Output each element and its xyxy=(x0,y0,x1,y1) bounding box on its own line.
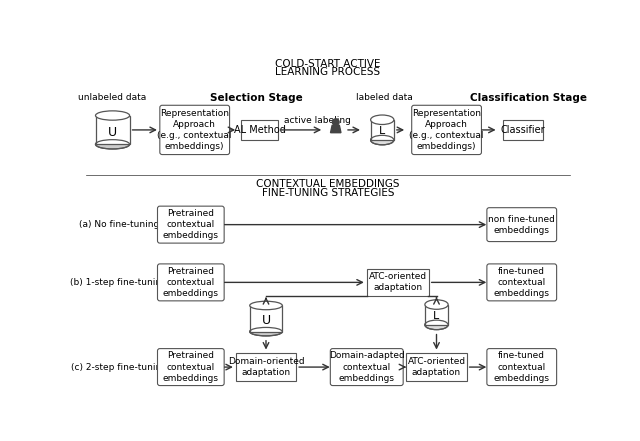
Ellipse shape xyxy=(250,327,282,336)
FancyBboxPatch shape xyxy=(157,348,224,385)
Polygon shape xyxy=(330,126,341,133)
Text: Selection Stage: Selection Stage xyxy=(211,93,303,103)
Ellipse shape xyxy=(371,135,394,145)
Bar xyxy=(371,120,394,140)
Text: FINE-TUNING STRATEGIES: FINE-TUNING STRATEGIES xyxy=(262,188,394,198)
Text: AL Method: AL Method xyxy=(234,125,285,135)
Ellipse shape xyxy=(95,140,130,149)
Text: non fine-tuned
embeddings: non fine-tuned embeddings xyxy=(488,215,555,235)
Text: COLD-START ACTIVE: COLD-START ACTIVE xyxy=(275,59,381,69)
Bar xyxy=(406,353,467,381)
Ellipse shape xyxy=(425,300,448,309)
FancyBboxPatch shape xyxy=(157,206,224,243)
Text: ATC-oriented
adaptation: ATC-oriented adaptation xyxy=(408,357,465,377)
FancyBboxPatch shape xyxy=(487,264,557,301)
Bar xyxy=(503,120,543,140)
Bar xyxy=(425,305,448,325)
Text: L: L xyxy=(433,311,440,321)
Text: labeled data: labeled data xyxy=(356,93,413,102)
FancyBboxPatch shape xyxy=(412,105,481,154)
Text: Classification Stage: Classification Stage xyxy=(470,93,588,103)
Text: L: L xyxy=(379,126,385,136)
Text: Domain-oriented
adaptation: Domain-oriented adaptation xyxy=(228,357,304,377)
Ellipse shape xyxy=(371,115,394,124)
Bar xyxy=(250,306,282,332)
Text: ATC-oriented
adaptation: ATC-oriented adaptation xyxy=(369,273,427,292)
Ellipse shape xyxy=(95,111,130,120)
Text: (a) No fine-tuning: (a) No fine-tuning xyxy=(79,220,159,229)
Text: U: U xyxy=(108,126,117,139)
Text: unlabeled data: unlabeled data xyxy=(79,93,147,102)
Text: Representation
Approach
(e.g., contextual
embeddings): Representation Approach (e.g., contextua… xyxy=(157,109,232,151)
Bar xyxy=(95,116,129,144)
Text: Classifier: Classifier xyxy=(501,125,546,135)
Text: (b) 1-step fine-tuning: (b) 1-step fine-tuning xyxy=(70,278,167,287)
FancyBboxPatch shape xyxy=(487,348,557,385)
FancyBboxPatch shape xyxy=(157,264,224,301)
Bar xyxy=(367,269,429,296)
Text: Pretrained
contextual
embeddings: Pretrained contextual embeddings xyxy=(163,351,219,383)
Text: fine-tuned
contextual
embeddings: fine-tuned contextual embeddings xyxy=(493,267,550,298)
Circle shape xyxy=(332,119,339,126)
Ellipse shape xyxy=(250,301,282,310)
Bar xyxy=(236,353,296,381)
FancyBboxPatch shape xyxy=(160,105,230,154)
FancyBboxPatch shape xyxy=(330,348,403,385)
Ellipse shape xyxy=(425,320,448,329)
Text: Domain-adapted
contextual
embeddings: Domain-adapted contextual embeddings xyxy=(329,351,404,383)
Text: Pretrained
contextual
embeddings: Pretrained contextual embeddings xyxy=(163,209,219,240)
Text: Pretrained
contextual
embeddings: Pretrained contextual embeddings xyxy=(163,267,219,298)
Text: fine-tuned
contextual
embeddings: fine-tuned contextual embeddings xyxy=(493,351,550,383)
Text: Representation
Approach
(e.g., contextual
embeddings): Representation Approach (e.g., contextua… xyxy=(410,109,484,151)
Bar xyxy=(241,120,278,140)
Text: CONTEXTUAL EMBEDDINGS: CONTEXTUAL EMBEDDINGS xyxy=(256,179,400,189)
Text: U: U xyxy=(261,314,271,327)
Text: (c) 2-step fine-tuning: (c) 2-step fine-tuning xyxy=(71,363,167,372)
Text: active labeling: active labeling xyxy=(285,116,351,125)
Text: LEARNING PROCESS: LEARNING PROCESS xyxy=(275,67,381,77)
FancyBboxPatch shape xyxy=(487,208,557,242)
